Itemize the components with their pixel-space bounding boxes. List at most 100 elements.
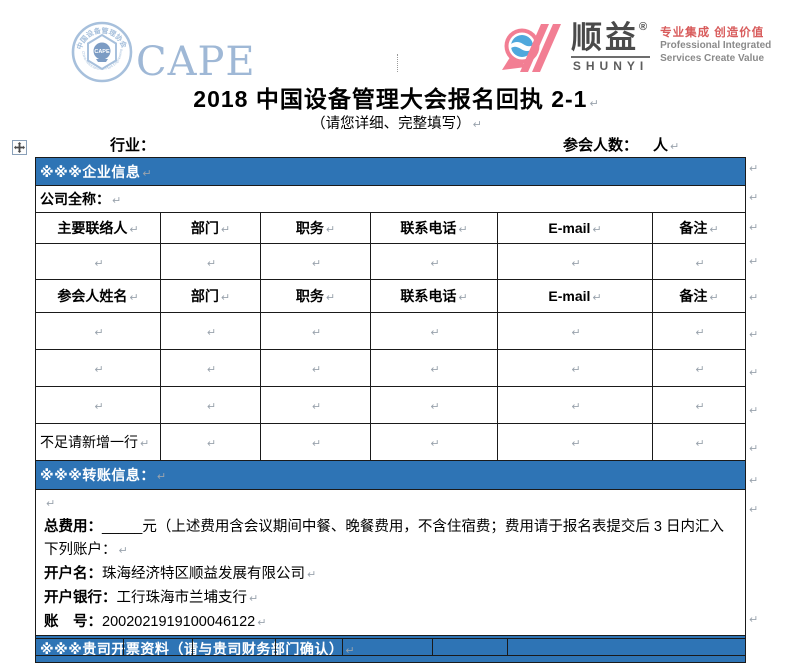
header-phone: 联系电话: [370, 212, 498, 244]
paragraph-mark: [749, 503, 758, 516]
header-remark: 备注: [651, 279, 747, 313]
contact-name-cell[interactable]: [35, 243, 161, 280]
shunyi-name-cn: 顺益®: [571, 20, 651, 55]
attendee-cell[interactable]: [370, 386, 498, 424]
attendee-cell[interactable]: [497, 423, 653, 461]
attendee-input-row: [35, 349, 747, 387]
attendee-cell[interactable]: [35, 349, 161, 387]
header-department: 部门: [160, 212, 261, 244]
invoice-table-partial-row: [35, 638, 746, 656]
contact-department-cell[interactable]: [160, 243, 261, 280]
header-attendee-name: 参会人姓名: [35, 279, 161, 313]
header-department: 部门: [160, 279, 261, 313]
paragraph-mark: [749, 221, 758, 234]
attendee-header-row: 参会人姓名 部门 职务 联系电话 E-mail 备注: [35, 279, 747, 313]
attendee-cell[interactable]: [497, 349, 653, 387]
shunyi-slogan-cn: 专业集成 创造价值: [660, 27, 765, 39]
contact-remark-cell[interactable]: [651, 243, 747, 280]
attendee-cell[interactable]: [160, 423, 261, 461]
invoice-cell[interactable]: [507, 638, 746, 656]
shunyi-slogan-en-2: Services Create Value: [660, 52, 765, 64]
blank-line: [44, 492, 737, 516]
contact-phone-cell[interactable]: [370, 243, 498, 280]
contact-email-cell[interactable]: [497, 243, 653, 280]
attendee-cell[interactable]: [651, 349, 747, 387]
header-remark: 备注: [651, 212, 747, 244]
cape-wordmark: CAPE: [136, 38, 256, 85]
attendee-cell[interactable]: [497, 386, 653, 424]
company-name-field[interactable]: 公司全称：: [34, 185, 747, 213]
contact-header-row: 主要联络人 部门 职务 联系电话 E-mail 备注: [35, 212, 747, 244]
cape-seal-icon: 中国设备管理协会 China Association of Plant Engi…: [70, 20, 134, 89]
text-cursor-mark: [397, 54, 398, 72]
add-row-note: 不足请新增一行: [35, 423, 161, 461]
contact-input-row: [35, 243, 747, 280]
table-row: [35, 638, 746, 656]
paragraph-mark: [749, 404, 758, 417]
header-position: 职务: [260, 212, 371, 244]
contact-position-cell[interactable]: [260, 243, 371, 280]
svg-text:CAPE: CAPE: [94, 49, 110, 55]
attendee-cell[interactable]: [260, 349, 371, 387]
attendee-cell[interactable]: [370, 312, 498, 350]
shunyi-sy-icon: [497, 22, 567, 79]
attendee-cell[interactable]: [160, 386, 261, 424]
account-name-line: 开户名：珠海经济特区顺益发展有限公司: [44, 563, 737, 587]
paragraph-mark: [749, 255, 758, 268]
cape-logo: 中国设备管理协会 China Association of Plant Engi…: [70, 20, 256, 89]
header-position: 职务: [260, 279, 371, 313]
header-email: E-mail: [497, 212, 653, 244]
invoice-cell[interactable]: [275, 638, 343, 656]
table-move-handle-icon[interactable]: [12, 140, 27, 155]
attendee-cell[interactable]: [651, 312, 747, 350]
invoice-cell[interactable]: [432, 638, 508, 656]
paragraph-mark: [749, 442, 758, 455]
registered-trademark-icon: ®: [639, 21, 651, 33]
header-email: E-mail: [497, 279, 653, 313]
registration-form-table: ※※※企业信息 公司全称： 主要联络人 部门 职务 联系电话 E-mail 备注…: [34, 157, 747, 663]
invoice-cell[interactable]: [123, 638, 193, 656]
paragraph-mark: [749, 162, 758, 175]
attendees-label[interactable]: 参会人数：: [563, 137, 639, 154]
shunyi-name-en: SHUNYI: [571, 56, 651, 73]
invoice-cell[interactable]: [342, 638, 433, 656]
attendee-cell[interactable]: [370, 423, 498, 461]
attendee-input-row: [35, 386, 747, 424]
attendee-cell[interactable]: [160, 349, 261, 387]
meta-row: 行业： 参会人数： 人: [0, 134, 793, 156]
paragraph-mark: [749, 366, 758, 379]
attendee-cell[interactable]: [260, 423, 371, 461]
attendee-cell[interactable]: [35, 386, 161, 424]
invoice-cell[interactable]: [35, 638, 124, 656]
paragraph-mark: [749, 474, 758, 487]
paragraph-mark: [749, 191, 758, 204]
add-row-note-row: 不足请新增一行: [35, 423, 747, 461]
attendee-input-row: [35, 312, 747, 350]
section-bar-transfer-info: ※※※转账信息：: [34, 460, 747, 490]
paragraph-mark: [749, 328, 758, 341]
fee-blank-field[interactable]: _____: [102, 519, 143, 535]
page-title: 2018 中国设备管理大会报名回执 2-1: [0, 80, 793, 114]
header-main-contact: 主要联络人: [35, 212, 161, 244]
invoice-cell[interactable]: [192, 638, 276, 656]
attendee-cell[interactable]: [260, 386, 371, 424]
header-phone: 联系电话: [370, 279, 498, 313]
bank-line: 开户银行：工行珠海市兰埔支行: [44, 587, 737, 611]
attendee-cell[interactable]: [35, 312, 161, 350]
attendee-cell[interactable]: [651, 423, 747, 461]
attendee-cell[interactable]: [651, 386, 747, 424]
section-bar-company-info: ※※※企业信息: [34, 157, 747, 186]
paragraph-mark: [749, 291, 758, 304]
attendee-cell[interactable]: [497, 312, 653, 350]
total-fee-line: 总费用：_____元（上述费用含会议期间中餐、晚餐费用，不含住宿费；费用请于报名…: [44, 516, 737, 563]
paragraph-mark: [749, 613, 758, 626]
attendees-unit: 人: [653, 134, 679, 155]
account-number-line: 账 号：2002021919100046122: [44, 611, 737, 635]
page-subtitle: （请您详细、完整填写）: [0, 112, 793, 133]
industry-label[interactable]: 行业：: [110, 137, 156, 154]
attendee-cell[interactable]: [370, 349, 498, 387]
shunyi-logo: 顺益® SHUNYI 专业集成 创造价值 Professional Integr…: [497, 22, 771, 79]
attendee-cell[interactable]: [260, 312, 371, 350]
shunyi-slogan-en-1: Professional Integrated: [660, 40, 772, 52]
attendee-cell[interactable]: [160, 312, 261, 350]
